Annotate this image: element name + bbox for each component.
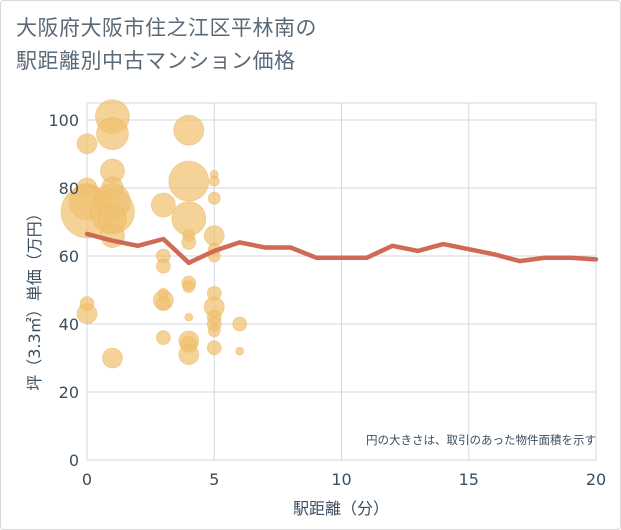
scatter-point xyxy=(150,192,176,218)
scatter-point xyxy=(178,344,200,366)
y-tick-label: 20 xyxy=(59,383,79,402)
x-tick-label: 10 xyxy=(331,470,351,489)
tick-layer: 0 20 40 60 80 100 0 5 10 15 20 xyxy=(48,111,606,489)
scatter-point xyxy=(207,324,221,338)
y-tick-label: 80 xyxy=(59,179,79,198)
chart-title-line-2: 駅距離別中古マンション価格 xyxy=(16,49,296,73)
scatter-point xyxy=(96,117,129,151)
line-layer xyxy=(84,231,599,266)
scatter-point xyxy=(155,330,171,346)
scatter-point xyxy=(235,346,245,356)
y-tick-label: 60 xyxy=(59,247,79,266)
x-axis-label: 駅距離（分） xyxy=(293,499,389,518)
x-tick-label: 20 xyxy=(586,470,606,489)
scatter-point xyxy=(155,296,171,312)
scatter-point xyxy=(102,347,123,369)
x-tick-label: 0 xyxy=(82,470,92,489)
scatter-point xyxy=(76,303,98,325)
grid xyxy=(86,102,597,461)
scatter-point xyxy=(173,114,205,146)
x-tick-label: 15 xyxy=(459,470,479,489)
chart-title-line-1: 大阪府大阪市住之江区平林南の xyxy=(16,16,317,40)
bubble-layer xyxy=(60,99,248,369)
y-axis-label: 坪（3.3㎡）単価（万円） xyxy=(25,205,44,390)
scatter-point xyxy=(155,258,171,274)
scatter-point xyxy=(184,312,194,322)
scatter-point xyxy=(76,133,98,155)
size-annotation: 円の大きさは、取引のあった物件面積を示す xyxy=(366,433,596,447)
scatter-point xyxy=(168,160,210,202)
x-tick-label: 5 xyxy=(209,470,219,489)
scatter-point xyxy=(207,191,221,205)
scatter-point xyxy=(182,280,196,294)
scatter-point xyxy=(208,175,220,187)
scatter-point xyxy=(181,234,197,250)
scatter-point xyxy=(203,225,225,247)
scatter-point xyxy=(232,316,248,332)
y-tick-label: 0 xyxy=(69,451,79,470)
chart-title: 大阪府大阪市住之江区平林南の 駅距離別中古マンション価格 xyxy=(16,12,317,78)
scatter-point xyxy=(206,340,222,356)
series-line-average xyxy=(84,231,599,266)
y-tick-label: 100 xyxy=(48,111,79,130)
y-tick-label: 40 xyxy=(59,315,79,334)
